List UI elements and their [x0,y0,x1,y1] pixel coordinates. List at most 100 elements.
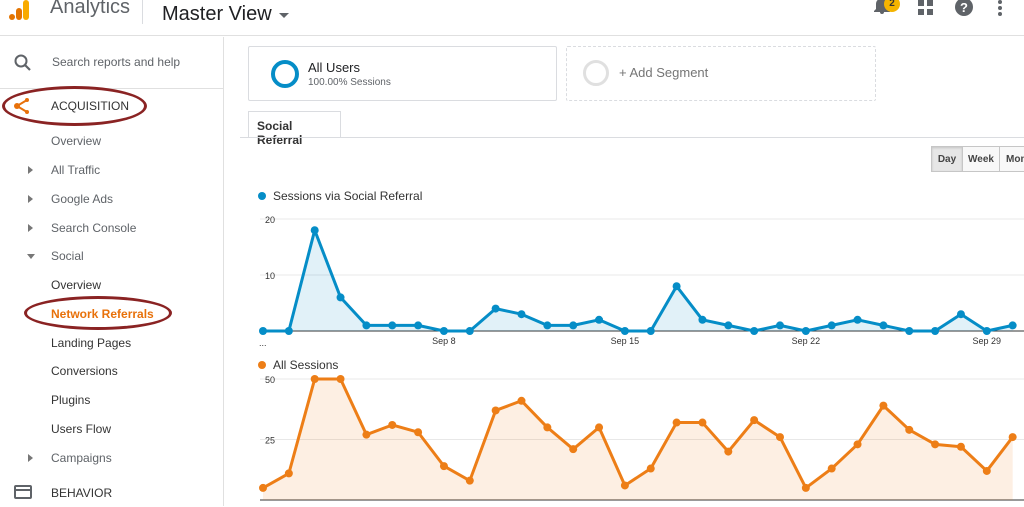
data-point [931,440,940,449]
data-point [1008,433,1017,442]
data-point [698,315,707,324]
data-point [956,442,965,451]
data-point [310,375,319,383]
view-selector[interactable]: Master View [162,3,272,25]
segment-subtitle: 100.00% Sessions [308,77,391,88]
legend-social-referral: Sessions via Social Referral [258,189,458,203]
data-point [336,375,345,383]
sidebar-item-all-traffic[interactable]: All Traffic [0,156,223,184]
range-day-button[interactable]: Day [931,146,963,172]
legend-dot [258,192,266,200]
data-point [879,401,888,410]
apps-grid-icon[interactable] [916,0,938,22]
annotation-oval [24,296,172,330]
data-point [543,321,552,330]
sidebar-item-conversions[interactable]: Conversions [0,357,223,385]
legend-label: All Sessions [273,358,339,372]
data-point [672,418,681,427]
sidebar-item-social-overview[interactable]: Overview [0,271,223,299]
data-point [491,304,500,313]
behavior-label: BEHAVIOR [51,486,113,500]
search-input[interactable] [52,55,212,69]
sidebar-item-label: Search Console [51,221,137,235]
x-tick-label: Sep 29 [973,336,1002,346]
notification-badge: 2 [884,0,900,12]
y-tick-label: 25 [265,436,275,446]
y-tick-label: 10 [265,271,275,281]
series-area [263,230,1013,331]
sidebar-section-behavior[interactable]: BEHAVIOR [0,479,223,507]
data-point [284,469,293,478]
data-point [724,447,733,456]
data-point [905,425,914,434]
series-line [262,377,1014,490]
data-point [827,321,836,330]
expand-arrow-icon [28,166,33,174]
sidebar-item-landing-pages[interactable]: Landing Pages [0,329,223,357]
sidebar-item-label: Plugins [51,393,91,407]
tab-label: Social Referral [257,119,303,147]
sidebar-item-social[interactable]: Social [0,242,223,270]
series-area [263,379,1013,500]
data-point [698,418,707,427]
range-week-button[interactable]: Week [962,146,1000,172]
data-point [827,464,836,473]
top-header: Analytics Master View 2 ? [0,0,1024,36]
data-point [672,282,681,291]
legend-dot [258,361,266,369]
caret-down-icon[interactable] [279,13,289,18]
data-point [853,440,862,449]
sidebar-item-campaigns[interactable]: Campaigns [0,444,223,472]
data-point [620,327,629,335]
app-title: Analytics [50,0,131,18]
add-segment-label: + Add Segment [619,65,709,80]
data-point [517,396,526,405]
y-tick-label: 20 [265,215,275,225]
data-point [853,315,862,324]
expand-arrow-icon [28,224,33,232]
social-referral-chart: 20 10... Sep 8 Sep 15 Sep 22 Sep 29 [259,215,1024,348]
tab-social-referral[interactable]: Social Referral [248,111,341,147]
expand-arrow-icon [28,454,33,462]
data-point [284,327,293,335]
segment-ring-icon [271,60,299,88]
range-month-button[interactable]: Mon [999,146,1024,172]
search-icon[interactable] [14,54,32,72]
sidebar-item-label: Overview [51,278,102,292]
data-point [750,416,759,425]
segment-all-users[interactable]: All Users 100.00% Sessions [248,46,557,101]
data-point [982,466,991,475]
help-icon[interactable]: ? [954,0,976,22]
data-point [776,321,784,330]
sidebar-item-overview[interactable]: Overview [0,127,223,155]
add-segment-button[interactable]: + Add Segment [566,46,876,101]
data-point [776,433,784,442]
data-point [931,327,940,335]
data-point [724,321,733,330]
data-point [388,321,397,330]
sidebar-item-label: Campaigns [51,451,112,465]
legend-label: Sessions via Social Referral [273,189,423,203]
legend-all-sessions: All Sessions [258,358,458,372]
data-point [259,327,267,335]
sidebar-item-google-ads[interactable]: Google Ads [0,185,223,213]
data-point [259,483,267,492]
sidebar-item-label: Social [51,249,84,263]
sidebar-item-users-flow[interactable]: Users Flow [0,415,223,443]
svg-text:?: ? [960,0,968,15]
data-point [595,423,604,432]
sidebar-item-label: Google Ads [51,192,114,206]
data-point [646,464,655,473]
more-vert-icon[interactable] [990,0,1012,22]
data-point [362,430,371,439]
data-point [879,321,888,330]
sidebar-item-label: Overview [51,134,102,148]
data-point [491,406,500,415]
data-point [956,310,965,319]
sidebar-item-search-console[interactable]: Search Console [0,214,223,242]
data-point [569,321,578,330]
sidebar-item-plugins[interactable]: Plugins [0,386,223,414]
data-point [595,315,604,324]
expand-arrow-icon [28,195,33,203]
sidebar-item-label: Users Flow [51,422,112,436]
